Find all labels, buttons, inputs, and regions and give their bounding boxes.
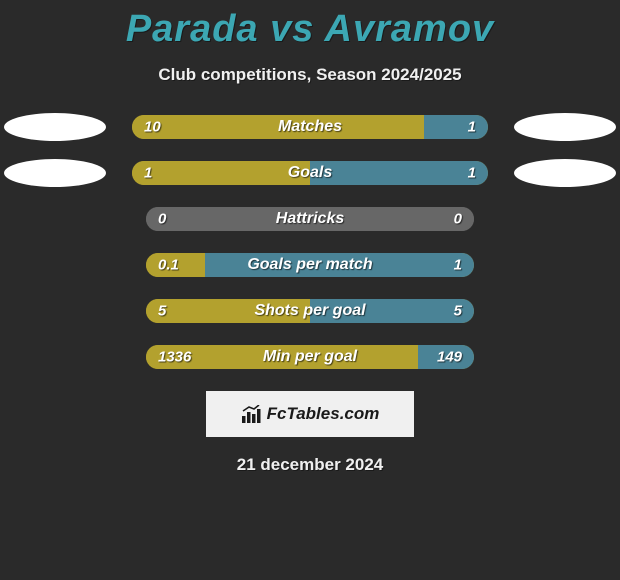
stat-bar: 5 5 Shots per goal bbox=[146, 299, 474, 323]
player-badge-right bbox=[514, 113, 616, 141]
stat-value-right: 1 bbox=[468, 165, 476, 182]
stat-value-left: 1 bbox=[144, 165, 152, 182]
stat-value-left: 0 bbox=[158, 211, 166, 228]
stat-value-left: 5 bbox=[158, 303, 166, 320]
player-badge-left bbox=[4, 113, 106, 141]
stat-label: Goals bbox=[288, 164, 332, 182]
stat-value-right: 1 bbox=[468, 119, 476, 136]
stat-value-right: 149 bbox=[437, 349, 462, 366]
stat-value-right: 5 bbox=[454, 303, 462, 320]
bar-segment-right bbox=[424, 115, 488, 139]
stat-label: Shots per goal bbox=[254, 302, 365, 320]
stats-container: 10 1 Matches 1 1 Goals 0 0 Hattricks 0.1 1 Goals pe… bbox=[0, 115, 620, 369]
fctables-logo[interactable]: FcTables.com bbox=[206, 391, 414, 437]
stat-bar: 1 1 Goals bbox=[132, 161, 488, 185]
logo-text: FcTables.com bbox=[267, 404, 380, 424]
stat-row: 10 1 Matches bbox=[0, 115, 620, 139]
stat-label: Matches bbox=[278, 118, 342, 136]
stat-row: 5 5 Shots per goal bbox=[0, 299, 620, 323]
stat-value-left: 0.1 bbox=[158, 257, 179, 274]
stat-value-left: 1336 bbox=[158, 349, 191, 366]
player-badge-right bbox=[514, 159, 616, 187]
stat-bar: 1336 149 Min per goal bbox=[146, 345, 474, 369]
stat-label: Min per goal bbox=[263, 348, 357, 366]
stat-bar: 10 1 Matches bbox=[132, 115, 488, 139]
comparison-date: 21 december 2024 bbox=[0, 455, 620, 475]
stat-value-right: 0 bbox=[454, 211, 462, 228]
player-badge-left bbox=[4, 159, 106, 187]
stat-bar: 0 0 Hattricks bbox=[146, 207, 474, 231]
stat-row: 0.1 1 Goals per match bbox=[0, 253, 620, 277]
bar-segment-left bbox=[132, 161, 310, 185]
stat-value-left: 10 bbox=[144, 119, 161, 136]
chart-icon bbox=[241, 405, 263, 423]
stat-label: Hattricks bbox=[276, 210, 344, 228]
stat-label: Goals per match bbox=[247, 256, 372, 274]
comparison-title: Parada vs Avramov bbox=[0, 0, 620, 51]
stat-row: 1336 149 Min per goal bbox=[0, 345, 620, 369]
logo-box: FcTables.com bbox=[0, 391, 620, 437]
comparison-subtitle: Club competitions, Season 2024/2025 bbox=[0, 65, 620, 85]
stat-row: 0 0 Hattricks bbox=[0, 207, 620, 231]
stat-row: 1 1 Goals bbox=[0, 161, 620, 185]
stat-bar: 0.1 1 Goals per match bbox=[146, 253, 474, 277]
bar-segment-right bbox=[310, 161, 488, 185]
stat-value-right: 1 bbox=[454, 257, 462, 274]
